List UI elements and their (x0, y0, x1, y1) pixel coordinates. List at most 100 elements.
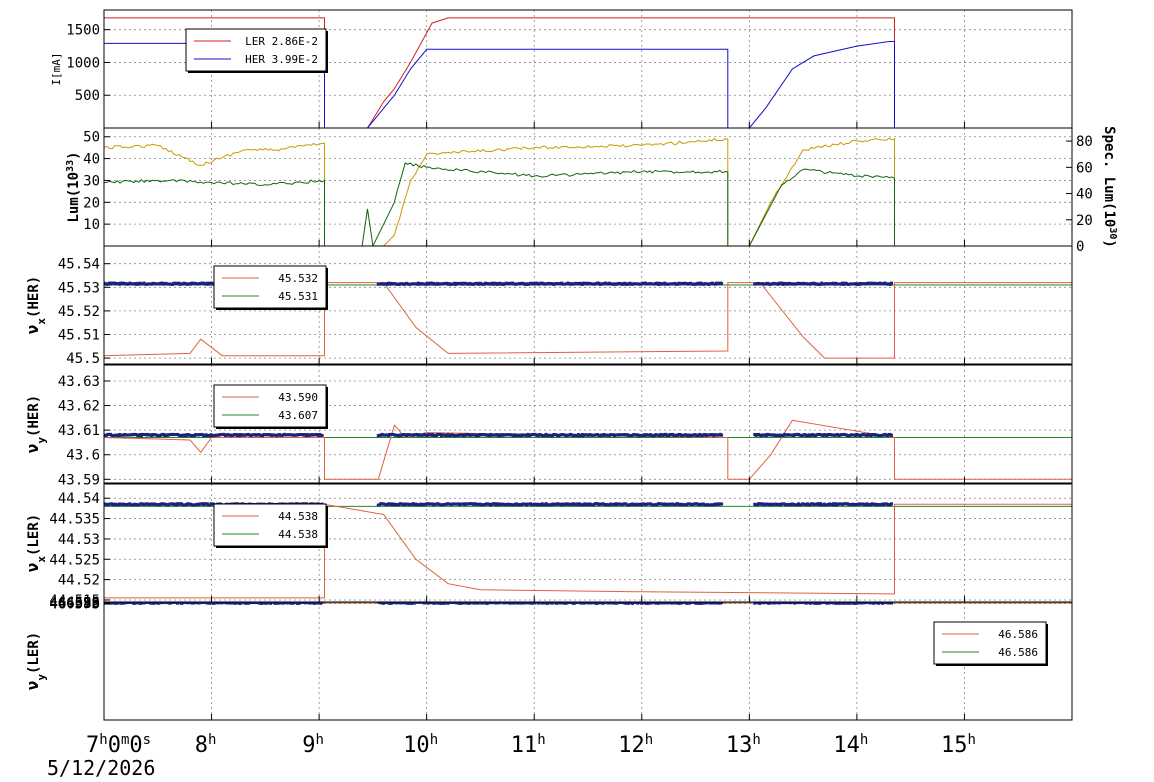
y-axis-label: νx(LER) (23, 514, 48, 572)
origin-unit: h (99, 732, 107, 748)
y-label-sup: 33 (65, 160, 76, 172)
origin-value: 0 (108, 733, 121, 758)
y-right-tick-label: 20 (1076, 213, 1093, 229)
y-tick-label: 1000 (66, 55, 100, 71)
legend-label: 46.586 (998, 628, 1038, 641)
series-line-ler (104, 17, 1072, 128)
y-label-tail: (LER) (26, 632, 42, 674)
y-tick-label: 1500 (66, 23, 100, 39)
plot-area (104, 128, 1072, 246)
tune-point (720, 502, 724, 506)
legend: LER 2.86E-2 HER 3.99E-2 (185, 28, 328, 73)
y-tick-label: 45.54 (58, 257, 100, 273)
hour-value: 14 (833, 733, 860, 758)
y-tick-label: 45.5 (66, 351, 100, 367)
hour-unit: h (430, 732, 438, 748)
data-layer (104, 419, 1072, 480)
date-label: 5/12/2026 (47, 756, 155, 780)
series-line-spec-lum (104, 162, 1072, 246)
legend-label: 45.532 (278, 272, 318, 285)
origin-unit: m (121, 732, 129, 748)
y-label-sub: y (35, 437, 48, 444)
legend: 44.538 44.538 (213, 503, 328, 548)
y-tick-label: 44.54 (58, 491, 100, 507)
y-label-nu: ν (23, 444, 42, 454)
y-label-sub: x (35, 556, 48, 563)
y-tick-label: 46.575 (49, 596, 100, 612)
y-right-tick-label: 0 (1076, 239, 1084, 255)
hour-label: 10h (403, 732, 438, 758)
y-label-tail: ) (66, 151, 82, 159)
y-tick-label: 10 (83, 217, 100, 233)
y-axis-label: νy(HER) (23, 395, 48, 453)
y-tick-label: 46.585 (49, 596, 100, 612)
y-label-tail: (LER) (26, 514, 42, 556)
legend: 45.532 45.531 (213, 265, 328, 310)
y-right-tick-label: 40 (1076, 187, 1093, 203)
tune-point (890, 602, 894, 605)
right-label-main: Spec. Lum(10 (1101, 126, 1117, 227)
origin-value: 0 (129, 733, 142, 758)
legend: 46.586 46.586 (933, 621, 1048, 666)
plot-frame (103, 601, 1073, 721)
hour-label: 15h (941, 732, 976, 758)
y-tick-label: 44.515 (49, 593, 100, 609)
hour-value: 8 (195, 733, 208, 758)
y-tick-label: 46.6 (66, 595, 100, 611)
hour-unit: h (537, 732, 545, 748)
legend: 43.590 43.607 (213, 384, 328, 429)
y-tick-label: 20 (83, 195, 100, 211)
y-tick-label: 43.61 (58, 423, 100, 439)
y-label-nu: ν (23, 563, 42, 573)
y-right-tick-label: 80 (1076, 134, 1093, 150)
hour-value: 13 (726, 733, 753, 758)
y-tick-label: 30 (83, 173, 100, 189)
hour-label: 8h (195, 732, 217, 758)
grid (104, 128, 1072, 246)
right-label-sup: 30 (1108, 227, 1119, 239)
y-tick-label: 44.525 (49, 552, 100, 568)
y-axis-label: νx(HER) (23, 276, 48, 334)
legend-frame (213, 265, 327, 309)
tune-point (890, 281, 894, 285)
hour-value: 11 (511, 733, 538, 758)
hour-label: 12h (618, 732, 653, 758)
y-axis-label: νy(LER) (23, 632, 48, 690)
tune-point (320, 602, 324, 604)
hour-unit: h (316, 732, 324, 748)
panel-nux_ler: 44.515 44.52 44.525 44.53 44.535 44.54 νx(LER)… (23, 483, 1073, 609)
y-tick-label: 500 (75, 88, 100, 104)
y-axis-label: I[mA] (50, 52, 63, 85)
y-tick-label: 46.58 (58, 596, 100, 612)
tune-point (320, 433, 324, 437)
y-label-main: Lum(10 (66, 172, 82, 223)
y-axis-label: Lum(1033) (65, 151, 83, 222)
data-layer (104, 137, 1072, 246)
hour-label: 11h (511, 732, 546, 758)
hour-unit: h (752, 732, 760, 748)
y-tick-label: 45.51 (58, 328, 100, 344)
y-tick-label: 44.53 (58, 532, 100, 548)
y-tick-label: 43.62 (58, 399, 100, 415)
y-tick-label: 44.535 (49, 512, 100, 528)
ref-trace-red (104, 282, 1072, 359)
origin-value: 7 (86, 733, 99, 758)
hour-unit: h (860, 732, 868, 748)
legend-frame (213, 503, 327, 547)
hour-label: 14h (833, 732, 868, 758)
tune-point (720, 433, 724, 437)
legend-label: 46.586 (998, 646, 1038, 659)
series-line-lum (104, 137, 1072, 246)
y-tick-label: 46.59 (58, 596, 100, 612)
tune-point (890, 433, 894, 437)
legend-label: 44.538 (278, 510, 318, 523)
tune-points (104, 432, 894, 438)
plot-frame (103, 364, 1073, 484)
y-label-sub: x (35, 318, 48, 325)
y-tick-label: 40 (83, 152, 100, 168)
